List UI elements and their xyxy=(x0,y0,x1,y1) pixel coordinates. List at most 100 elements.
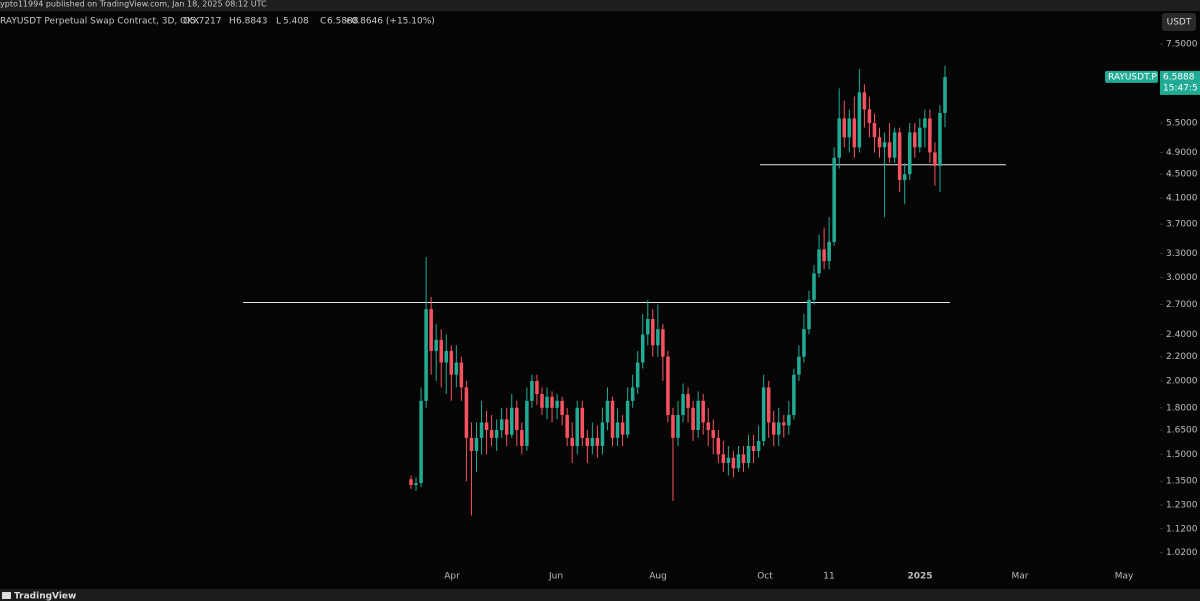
y-tick-label: 1.1200 xyxy=(1166,524,1198,534)
candle-body xyxy=(681,394,685,416)
candle-body xyxy=(530,380,534,401)
x-tick-label: Apr xyxy=(444,572,460,582)
y-tick-label: 4.1000 xyxy=(1166,193,1198,203)
x-tick-label: Jun xyxy=(548,572,563,582)
candle-body xyxy=(464,387,469,438)
symbol-label-box xyxy=(1105,70,1158,83)
candle-body xyxy=(494,430,499,438)
candle-body xyxy=(847,118,852,138)
top-bar xyxy=(0,0,1200,11)
currency-button[interactable] xyxy=(1162,13,1196,31)
y-tick-label: 3.0000 xyxy=(1166,273,1198,283)
candle-body xyxy=(797,356,801,375)
candle-body xyxy=(479,422,484,438)
x-tick-label: 2025 xyxy=(907,572,932,582)
candle-body xyxy=(721,454,726,463)
candle-body xyxy=(640,334,645,363)
candle-body xyxy=(565,415,569,438)
candle-body xyxy=(852,118,857,148)
candle-body xyxy=(600,422,605,446)
candle-body xyxy=(943,76,947,113)
last-price-box xyxy=(1160,70,1200,95)
y-tick-label: 1.5000 xyxy=(1166,450,1198,460)
candle-body xyxy=(686,394,690,408)
candle-body xyxy=(857,92,862,148)
candle-body xyxy=(928,118,932,153)
brand: TradingView xyxy=(14,592,76,601)
candle-body xyxy=(807,299,811,330)
candle-body xyxy=(771,422,776,435)
candle-body xyxy=(887,142,892,158)
candle-body xyxy=(716,437,721,455)
y-tick-label: 2.7000 xyxy=(1166,300,1198,310)
candle-body xyxy=(620,422,625,435)
candle-body xyxy=(938,112,942,166)
candle-body xyxy=(817,249,821,274)
candle-body xyxy=(484,422,489,431)
candle-body xyxy=(666,356,670,416)
candle-body xyxy=(646,319,650,335)
candle-body xyxy=(897,132,902,180)
chart-title: RAYUSDT Perpetual Swap Contract, 3D, OKX xyxy=(0,17,199,27)
candle-body xyxy=(907,132,912,175)
candle-body xyxy=(776,422,781,435)
candle-body xyxy=(610,400,615,438)
candle-body xyxy=(575,407,580,446)
candle-body xyxy=(651,319,655,346)
legend-key: L xyxy=(276,17,281,27)
candle-body xyxy=(706,422,710,431)
y-tick-label: 4.9000 xyxy=(1166,148,1198,158)
candle-body xyxy=(469,437,474,451)
candle-body xyxy=(419,400,423,484)
x-tick-label: May xyxy=(1115,572,1134,582)
candle-body xyxy=(439,339,443,363)
candle-body xyxy=(696,400,700,431)
y-tick-label: 3.7000 xyxy=(1166,220,1198,230)
candle-body xyxy=(802,329,806,357)
candle-body xyxy=(449,350,454,375)
candle-body xyxy=(913,132,917,148)
candle-body xyxy=(711,430,716,438)
candle-body xyxy=(731,457,736,469)
legend-change: +0.8646 (+15.10%) xyxy=(344,17,435,27)
candle-body xyxy=(933,152,937,166)
candle-body xyxy=(630,387,635,401)
brand-logo xyxy=(2,592,11,599)
legend-value: 6.5888 xyxy=(327,17,359,27)
candle-body xyxy=(540,394,544,408)
candle-body xyxy=(489,430,494,438)
candle-body xyxy=(459,362,464,388)
candle-body xyxy=(923,118,927,128)
x-tick-label: Mar xyxy=(1012,572,1029,582)
y-tick-label: 2.2000 xyxy=(1166,352,1198,362)
candle-body xyxy=(509,407,514,435)
legend-value: 5.7217 xyxy=(190,17,222,27)
candle-body xyxy=(590,437,595,446)
y-tick-label: 1.6500 xyxy=(1166,426,1198,436)
candle-body xyxy=(741,454,746,463)
y-tick-label: 5.5000 xyxy=(1166,118,1198,128)
countdown: 15:47:5 xyxy=(1163,83,1198,93)
candle-body xyxy=(842,118,847,138)
candle-body xyxy=(837,118,841,158)
candle-body xyxy=(555,400,559,408)
candle-body xyxy=(671,415,675,438)
candle-body xyxy=(872,122,877,138)
candle-body xyxy=(812,273,816,300)
currency-button-label[interactable]: USDT xyxy=(1167,18,1192,28)
candle-body xyxy=(756,441,761,451)
candle-body xyxy=(595,437,600,446)
legend-key: H xyxy=(229,17,236,27)
candle-body xyxy=(782,422,786,426)
y-tick-label: 7.5000 xyxy=(1166,39,1198,49)
candle-body xyxy=(661,329,665,357)
candle-body xyxy=(902,174,907,180)
candle-body xyxy=(545,396,549,408)
legend-value: 6.8843 xyxy=(236,17,268,27)
candle-body xyxy=(892,132,897,158)
candle-body xyxy=(409,479,413,485)
x-tick-label: Aug xyxy=(649,572,667,582)
